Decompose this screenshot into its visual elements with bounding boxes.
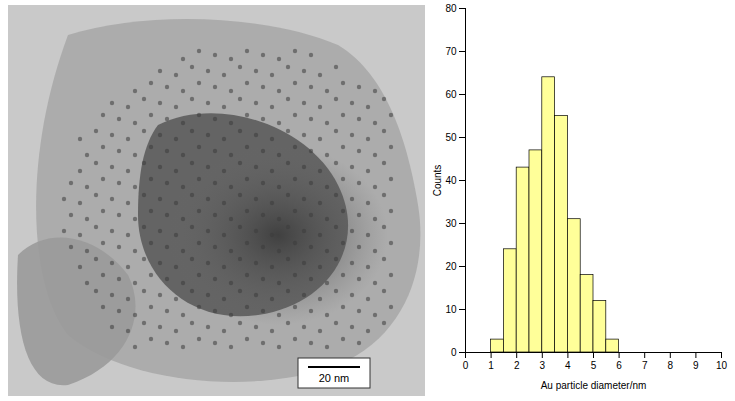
- svg-text:20 nm: 20 nm: [319, 372, 350, 384]
- svg-text:Au particle diameter/nm: Au particle diameter/nm: [541, 380, 647, 391]
- svg-text:1: 1: [488, 360, 494, 371]
- svg-text:10: 10: [445, 304, 457, 315]
- svg-text:8: 8: [668, 360, 674, 371]
- svg-text:70: 70: [445, 46, 457, 57]
- svg-text:80: 80: [445, 3, 457, 14]
- svg-text:2: 2: [514, 360, 520, 371]
- svg-text:6: 6: [616, 360, 622, 371]
- svg-text:0: 0: [451, 347, 457, 358]
- svg-text:20: 20: [445, 261, 457, 272]
- svg-text:60: 60: [445, 89, 457, 100]
- svg-text:40: 40: [445, 175, 457, 186]
- svg-text:3: 3: [540, 360, 546, 371]
- svg-text:0: 0: [463, 360, 469, 371]
- svg-text:5: 5: [591, 360, 597, 371]
- svg-text:10: 10: [716, 360, 728, 371]
- svg-text:4: 4: [565, 360, 571, 371]
- svg-text:50: 50: [445, 132, 457, 143]
- svg-text:7: 7: [642, 360, 648, 371]
- svg-text:30: 30: [445, 218, 457, 229]
- svg-text:9: 9: [693, 360, 699, 371]
- svg-text:Counts: Counts: [432, 165, 443, 197]
